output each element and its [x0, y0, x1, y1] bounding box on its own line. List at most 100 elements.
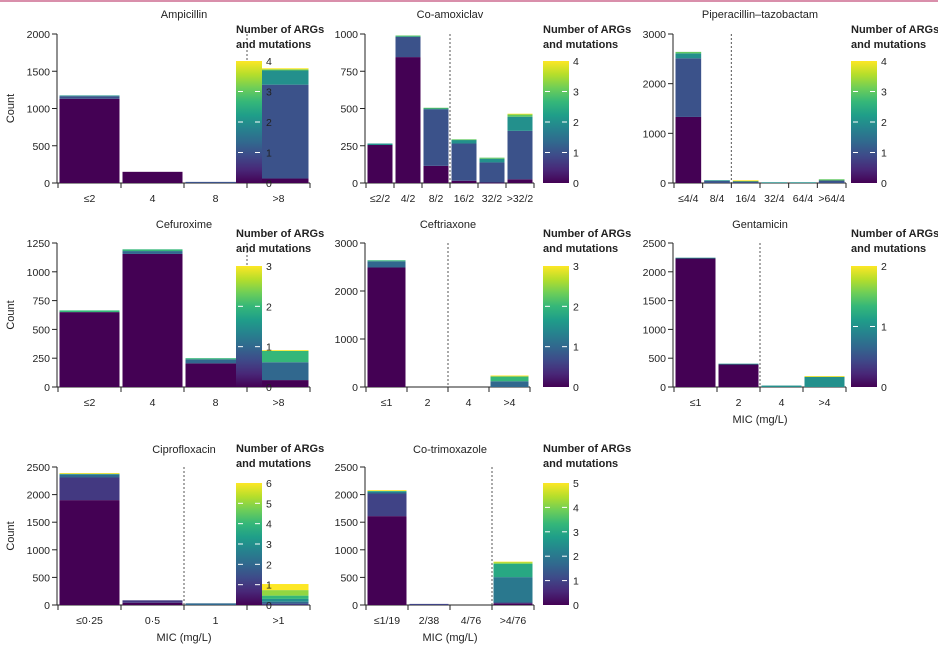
colorbar-title: and mutations: [543, 243, 618, 255]
bar-segment: [367, 516, 407, 605]
y-tick-label: 250: [32, 353, 50, 365]
x-tick-label: >8: [273, 397, 285, 409]
colorbar-title: and mutations: [543, 39, 618, 51]
y-tick-label: 500: [32, 572, 50, 584]
bar-segment: [704, 181, 730, 183]
colorbar-tick-label: 6: [266, 478, 272, 490]
colorbar-tick-label: 2: [881, 117, 887, 129]
x-tick-label: 8/2: [429, 193, 444, 205]
bar-segment: [367, 491, 407, 494]
y-tick-label: 250: [340, 141, 358, 153]
y-tick-label: 2000: [27, 29, 51, 41]
bar-segment: [493, 577, 533, 603]
x-tick-label: 16/4: [735, 193, 756, 205]
bar-segment: [675, 258, 716, 387]
colorbar: [543, 483, 569, 605]
y-tick-label: 1500: [27, 517, 51, 529]
bar-segment: [493, 562, 533, 564]
bar-segment: [490, 375, 529, 377]
colorbar-tick-label: 3: [573, 527, 579, 539]
x-tick-label: >4: [504, 397, 516, 409]
x-tick-label: 4: [150, 397, 156, 409]
bar-segment: [248, 380, 309, 387]
colorbar-tick-label: 2: [266, 301, 272, 313]
y-tick-label: 1000: [335, 334, 359, 346]
colorbar-tick-label: 3: [573, 87, 579, 99]
y-tick-label: 1500: [27, 66, 51, 78]
bar-segment: [185, 359, 246, 364]
bar-segment: [451, 143, 477, 181]
bar-segment: [248, 68, 309, 70]
bar-segment: [704, 180, 730, 182]
y-tick-label: 0: [660, 382, 666, 394]
colorbar-tick-label: 3: [266, 261, 272, 273]
bar-segment: [493, 563, 533, 578]
bar-segment: [493, 603, 533, 605]
bar-segment: [493, 561, 533, 563]
bar-segment: [761, 182, 788, 184]
bar-segment: [248, 590, 309, 596]
y-tick-label: 2000: [643, 79, 667, 91]
colorbar-tick-label: 0: [266, 178, 272, 190]
y-tick-label: 2000: [27, 490, 51, 502]
x-tick-label: ≤0·25: [76, 615, 103, 627]
x-tick-label: 0·5: [145, 615, 160, 627]
panel-title: Co-trimoxazole: [413, 444, 487, 456]
colorbar-title: and mutations: [851, 39, 926, 51]
colorbar-tick-label: 3: [266, 87, 272, 99]
y-tick-label: 3000: [643, 29, 667, 41]
y-axis-title: Count: [5, 94, 17, 123]
colorbar-tick-label: 2: [266, 117, 272, 129]
colorbar-title: and mutations: [236, 39, 311, 51]
y-tick-label: 750: [340, 66, 358, 78]
y-tick-label: 0: [352, 600, 358, 612]
bar-segment: [479, 158, 505, 163]
x-tick-label: ≤2: [84, 193, 96, 205]
bar-segment: [818, 180, 845, 183]
x-tick-label: 2: [425, 397, 431, 409]
y-tick-label: 500: [32, 324, 50, 336]
bar-segment: [490, 376, 529, 382]
colorbar-title: and mutations: [543, 458, 618, 470]
bar-segment: [248, 603, 309, 605]
x-tick-label: 4: [150, 193, 156, 205]
header-accent-line: [0, 0, 938, 2]
bar-segment: [675, 116, 702, 183]
x-tick-label: >32/2: [507, 193, 534, 205]
y-tick-label: 2000: [643, 267, 667, 279]
bar-segment: [451, 139, 477, 141]
x-tick-label: ≤1: [381, 397, 393, 409]
bar-segment: [367, 493, 407, 517]
bar-segment: [732, 180, 759, 182]
x-tick-label: 32/2: [482, 193, 503, 205]
x-axis-title: MIC (mg/L): [733, 414, 788, 426]
bar-segment: [248, 350, 309, 351]
bar-segment: [718, 364, 759, 387]
panel-title: Ciprofloxacin: [152, 444, 216, 456]
colorbar-tick-label: 4: [266, 519, 272, 531]
colorbar-tick-label: 4: [266, 56, 272, 68]
bar-segment: [367, 145, 393, 183]
x-tick-label: 8/4: [710, 193, 725, 205]
colorbar-tick-label: 5: [266, 498, 272, 510]
y-tick-label: 0: [44, 178, 50, 190]
y-tick-label: 1000: [27, 104, 51, 116]
bar-segment: [423, 107, 449, 109]
x-tick-label: 4/2: [401, 193, 416, 205]
y-tick-label: 1000: [335, 545, 359, 557]
colorbar-tick-label: 1: [881, 322, 887, 334]
colorbar-tick-label: 1: [881, 148, 887, 160]
colorbar-tick-label: 1: [573, 342, 579, 354]
y-tick-label: 1000: [27, 545, 51, 557]
bar-segment: [248, 69, 309, 71]
colorbar-tick-label: 1: [266, 148, 272, 160]
x-tick-label: ≤1/19: [374, 615, 400, 627]
colorbar-tick-label: 3: [573, 261, 579, 273]
y-tick-label: 1500: [643, 296, 667, 308]
colorbar-title: Number of ARGs: [851, 24, 938, 36]
bar-segment: [122, 253, 183, 387]
bar-segment: [451, 139, 477, 144]
bar-segment: [804, 376, 845, 387]
x-tick-label: ≤2/2: [370, 193, 391, 205]
bar-segment: [367, 260, 406, 262]
